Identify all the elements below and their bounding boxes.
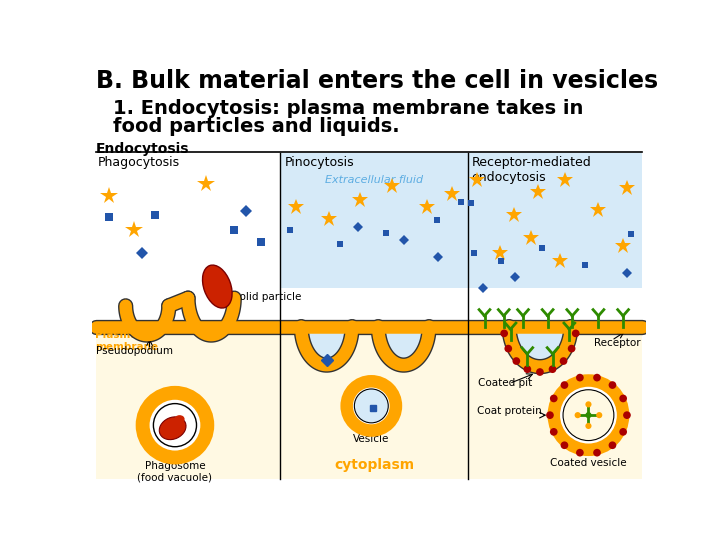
Circle shape xyxy=(619,428,627,436)
Polygon shape xyxy=(383,327,425,362)
Circle shape xyxy=(561,381,568,389)
Circle shape xyxy=(143,393,207,457)
FancyBboxPatch shape xyxy=(467,332,642,479)
Circle shape xyxy=(619,395,627,402)
Ellipse shape xyxy=(159,417,186,440)
Circle shape xyxy=(585,423,592,429)
Circle shape xyxy=(576,449,584,456)
Text: Receptor-mediated
endocytosis: Receptor-mediated endocytosis xyxy=(472,156,591,184)
Circle shape xyxy=(572,329,580,338)
Text: B. Bulk material enters the cell in vesicles: B. Bulk material enters the cell in vesi… xyxy=(96,69,658,93)
Circle shape xyxy=(593,449,601,456)
Circle shape xyxy=(585,412,592,418)
Circle shape xyxy=(593,374,601,381)
Text: cytoplasm: cytoplasm xyxy=(334,457,414,471)
Circle shape xyxy=(536,368,544,376)
Text: Phagocytosis: Phagocytosis xyxy=(98,156,180,168)
Text: Endocytosis: Endocytosis xyxy=(96,142,189,156)
Text: Extracellular fluid: Extracellular fluid xyxy=(325,175,423,185)
Text: Pinocytosis: Pinocytosis xyxy=(284,156,354,168)
Circle shape xyxy=(505,345,512,353)
Circle shape xyxy=(608,441,616,449)
Circle shape xyxy=(346,381,396,430)
Text: Pseudopodium: Pseudopodium xyxy=(96,346,173,356)
Circle shape xyxy=(568,345,575,353)
Circle shape xyxy=(554,381,623,450)
FancyBboxPatch shape xyxy=(467,153,642,288)
Circle shape xyxy=(576,374,584,381)
Circle shape xyxy=(550,428,557,436)
Circle shape xyxy=(500,329,508,338)
Circle shape xyxy=(549,366,557,373)
FancyBboxPatch shape xyxy=(96,332,281,479)
Polygon shape xyxy=(515,327,565,363)
Text: Receptor: Receptor xyxy=(594,338,641,348)
Circle shape xyxy=(546,411,554,419)
Circle shape xyxy=(561,441,568,449)
Ellipse shape xyxy=(202,265,232,308)
Text: Phagosome
(food vacuole): Phagosome (food vacuole) xyxy=(138,461,212,483)
Text: food particles and liquids.: food particles and liquids. xyxy=(113,117,400,136)
Text: Coated pit: Coated pit xyxy=(478,378,532,388)
Text: Coated vesicle: Coated vesicle xyxy=(550,457,627,468)
FancyBboxPatch shape xyxy=(281,153,467,288)
Text: Plasma
membrane: Plasma membrane xyxy=(95,330,158,352)
Circle shape xyxy=(354,389,388,423)
Circle shape xyxy=(559,357,567,365)
Circle shape xyxy=(563,390,614,441)
Circle shape xyxy=(550,395,557,402)
Circle shape xyxy=(513,357,520,365)
Circle shape xyxy=(523,366,531,373)
Circle shape xyxy=(575,412,581,418)
Circle shape xyxy=(596,412,603,418)
Text: solid particle: solid particle xyxy=(234,292,302,302)
Text: 1. Endocytosis: plasma membrane takes in: 1. Endocytosis: plasma membrane takes in xyxy=(113,99,584,118)
Polygon shape xyxy=(306,327,348,362)
Circle shape xyxy=(623,411,631,419)
Circle shape xyxy=(585,401,592,408)
Text: Coat protein: Coat protein xyxy=(477,406,541,416)
Text: Vesicle: Vesicle xyxy=(353,434,390,444)
FancyBboxPatch shape xyxy=(281,332,467,479)
Circle shape xyxy=(608,381,616,389)
Ellipse shape xyxy=(174,415,184,423)
